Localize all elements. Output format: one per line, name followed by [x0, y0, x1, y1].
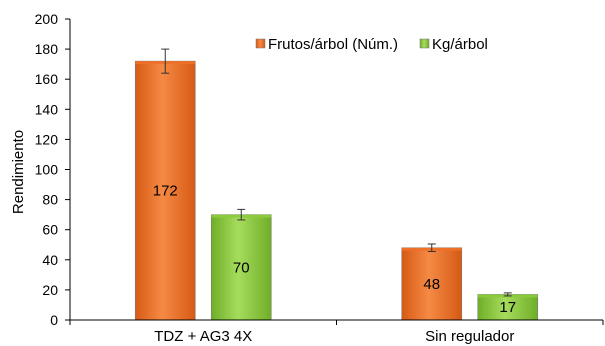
data-label: 172	[153, 183, 178, 200]
y-axis-ticks: 0 20 40 60 80 100 120 140 160 180 200	[35, 11, 70, 328]
data-label: 48	[423, 276, 440, 293]
y-tick-label: 120	[35, 131, 59, 147]
bars	[134, 60, 539, 321]
data-label: 17	[499, 299, 516, 316]
data-label: 70	[233, 259, 250, 276]
y-tick-label: 160	[35, 71, 59, 87]
y-tick-label: 60	[42, 222, 58, 238]
y-tick-label: 80	[42, 192, 58, 208]
x-axis-ticks	[69, 320, 604, 325]
y-tick-label: 140	[35, 101, 59, 117]
y-tick-label: 200	[35, 11, 59, 27]
category-labels: TDZ + AG3 4X Sin regulador	[154, 328, 514, 345]
category-label: TDZ + AG3 4X	[154, 328, 252, 345]
y-axis-title: Rendimiento	[10, 130, 27, 214]
legend-label-0: Frutos/árbol (Núm.)	[268, 36, 398, 53]
y-tick-label: 180	[35, 41, 59, 57]
legend-swatch-0	[255, 38, 266, 49]
bar-frutos-0	[134, 60, 196, 321]
legend-label-1: Kg/árbol	[432, 36, 488, 53]
legend-swatch-1	[419, 38, 430, 49]
bar-kg-0	[210, 214, 272, 321]
legend: Frutos/árbol (Núm.) Kg/árbol	[255, 36, 488, 53]
category-label: Sin regulador	[425, 328, 514, 345]
y-tick-label: 0	[50, 312, 58, 328]
data-labels: 172 70 48 17	[153, 183, 516, 317]
error-bars	[161, 48, 512, 297]
y-tick-label: 100	[35, 162, 59, 178]
y-tick-label: 40	[42, 252, 58, 268]
y-tick-label: 20	[42, 282, 58, 298]
